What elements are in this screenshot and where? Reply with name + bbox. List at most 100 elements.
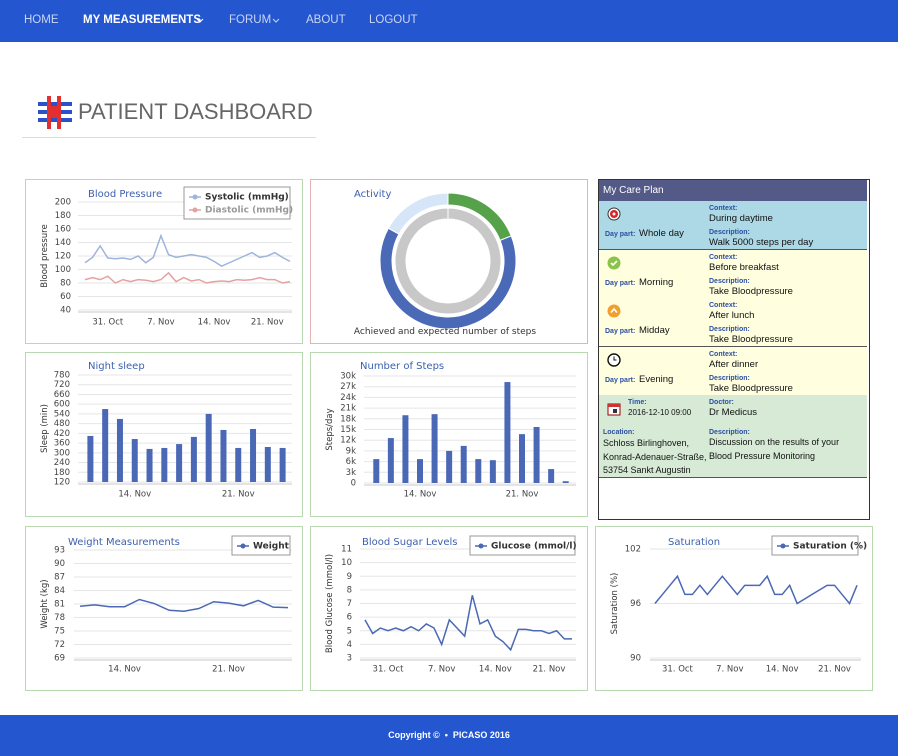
context: After lunch — [709, 310, 755, 321]
y-tick-label: 160 — [55, 225, 71, 235]
chart-title: Saturation — [668, 537, 720, 548]
label: Description: — [709, 326, 750, 333]
doctor: Dr Medicus — [709, 407, 758, 418]
y-tick-label: 6 — [347, 613, 352, 623]
nav-about[interactable]: ABOUT — [306, 14, 346, 26]
y-tick-label: 72 — [54, 640, 65, 650]
bar — [235, 447, 242, 482]
y-tick-label: 0 — [351, 479, 356, 489]
x-tick-label: 31. Oct — [662, 665, 694, 675]
y-tick-label: 81 — [54, 600, 65, 610]
row-icon — [607, 352, 621, 367]
bar — [417, 459, 423, 483]
description: Take Bloodpressure — [709, 382, 793, 394]
x-tick-label: 14. Nov — [198, 318, 231, 328]
nav-measurements[interactable]: MY MEASUREMENTS — [83, 14, 201, 26]
bar — [87, 435, 94, 482]
page-title: PATIENT DASHBOARD — [78, 99, 313, 124]
label: Location: — [603, 429, 635, 436]
y-tick-label: 18k — [340, 414, 356, 424]
label: Context: — [709, 350, 738, 358]
label: Doctor: — [709, 399, 734, 406]
y-tick-label: 180 — [55, 211, 71, 221]
chevron — [272, 18, 280, 23]
panel — [310, 526, 588, 691]
care-plan-row: Day part: Whole day Context: During daytime… — [599, 201, 867, 250]
label: Description: — [709, 429, 750, 436]
y-tick-label: 3 — [347, 654, 352, 664]
y-tick-label: 27k — [340, 382, 356, 392]
bar — [402, 415, 409, 483]
y-tick-label: 4 — [347, 640, 352, 650]
x-tick-label: 14. Nov — [108, 665, 141, 675]
y-tick-label: 12k — [340, 436, 356, 446]
y-tick-label: 5 — [347, 626, 352, 636]
care-plan-row: Day part: Midday Context: After lunch Descri… — [599, 298, 867, 347]
chart-caption: Achieved and expected number of steps — [354, 327, 536, 337]
line-series — [364, 595, 572, 652]
bar — [116, 418, 123, 482]
line-series — [79, 598, 289, 612]
row-icon — [607, 207, 621, 221]
chart-title: Activity — [354, 189, 391, 200]
legend-dot — [192, 194, 198, 200]
label: Context: — [709, 205, 738, 212]
legend-box — [231, 535, 291, 556]
location: Konrad-Adenauer-Straße, — [603, 452, 707, 462]
y-axis-label: Sleep (min) — [40, 404, 50, 453]
donut-slice — [394, 207, 502, 315]
bar — [431, 414, 438, 483]
line-series — [84, 233, 291, 267]
label: Description: — [709, 229, 750, 236]
x-tick-label: 21. Nov — [506, 490, 539, 500]
y-tick-label: 300 — [54, 448, 70, 458]
care-plan-row: Day part: Morning Context: Before breakfast… — [599, 249, 867, 299]
label: Day part: — [605, 231, 636, 238]
legend-label: Weight — [253, 542, 290, 552]
nav-forum[interactable]: FORUM — [229, 14, 272, 26]
y-tick-label: 140 — [55, 238, 71, 248]
y-axis-label: Steps/day — [325, 408, 335, 450]
label: Description: — [709, 277, 750, 285]
x-tick-label: 14. Nov — [479, 665, 512, 675]
bar — [176, 444, 183, 482]
line-series — [84, 271, 291, 284]
y-tick-label: 24k — [340, 393, 356, 403]
bar — [387, 438, 394, 483]
panel — [25, 179, 303, 344]
day-part: Midday — [639, 325, 670, 336]
bar — [146, 448, 153, 482]
label: Description: — [709, 374, 750, 382]
bar — [504, 382, 511, 483]
legend-label: Saturation (%) — [793, 542, 867, 552]
chart-title: Blood Pressure — [88, 189, 162, 200]
label: Context: — [709, 253, 738, 261]
nav-logout[interactable]: LOGOUT — [369, 14, 418, 26]
description: Take Bloodpressure — [709, 334, 793, 345]
y-axis-label: Blood Glucose (mmol/l) — [325, 554, 335, 653]
y-tick-label: 120 — [54, 478, 70, 488]
bar — [533, 427, 540, 483]
chart-title: Blood Sugar Levels — [362, 537, 457, 548]
y-tick-label: 40 — [60, 306, 71, 316]
legend-box — [183, 186, 291, 220]
y-tick-label: 420 — [54, 429, 70, 439]
bar — [519, 434, 525, 483]
bar — [161, 447, 168, 482]
y-tick-label: 78 — [54, 613, 65, 623]
legend-dot — [240, 543, 246, 549]
bar — [562, 481, 569, 483]
y-tick-label: 87 — [54, 573, 65, 583]
y-tick-label: 80 — [60, 279, 71, 289]
y-tick-label: 240 — [54, 458, 70, 468]
x-tick-label: 7. Nov — [716, 665, 743, 675]
y-tick-label: 200 — [55, 198, 71, 208]
y-tick-label: 8 — [347, 585, 352, 595]
y-tick-label: 600 — [54, 400, 70, 410]
x-tick-label: 31. Oct — [92, 318, 124, 328]
legend-dot — [478, 543, 484, 549]
nav-home[interactable]: HOME — [24, 14, 59, 26]
y-tick-label: 6k — [346, 457, 356, 467]
appointment: Time: 2016-12-10 09:00 Doctor: Dr Medicu… — [599, 395, 867, 478]
